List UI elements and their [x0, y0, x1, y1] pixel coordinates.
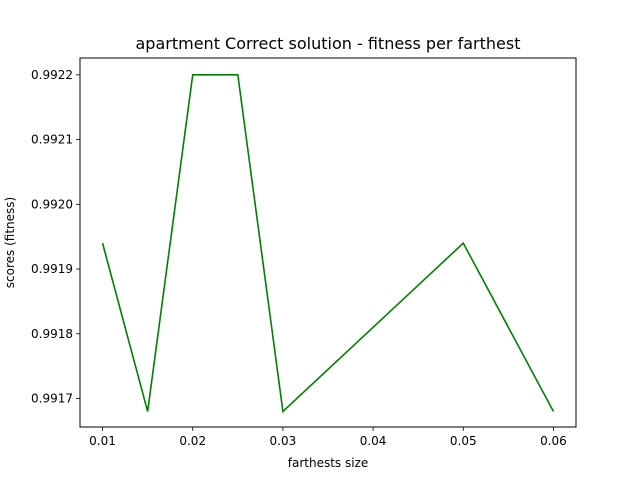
x-tick-label: 0.02: [179, 434, 206, 448]
x-tick-label: 0.05: [450, 434, 477, 448]
chart-title: apartment Correct solution - fitness per…: [136, 34, 521, 53]
series-layer: [101, 74, 555, 414]
y-tick-label: 0.9920: [31, 197, 73, 211]
y-tick-label: 0.9917: [31, 392, 73, 406]
series-line: [101, 74, 555, 414]
plot-area: [80, 58, 576, 427]
x-tick-label: 0.04: [360, 434, 387, 448]
y-tick-label: 0.9919: [31, 262, 73, 276]
y-axis-ticks: 0.9917 0.9918 0.9919 0.9920 0.9921 0.9922: [31, 68, 80, 406]
y-tick-label: 0.9922: [31, 68, 73, 82]
plot-background: [80, 58, 576, 427]
plot-frame: [79, 57, 577, 428]
x-tick-label: 0.06: [540, 434, 567, 448]
y-tick-label: 0.9921: [31, 133, 73, 147]
x-axis-label: farthests size: [288, 456, 369, 470]
x-tick-label: 0.03: [270, 434, 297, 448]
y-axis-label: scores (fitness): [3, 197, 17, 288]
y-tick-label: 0.9918: [31, 327, 73, 341]
x-axis-ticks: 0.01 0.02 0.03 0.04 0.05 0.06: [89, 427, 567, 448]
x-tick-label: 0.01: [89, 434, 116, 448]
